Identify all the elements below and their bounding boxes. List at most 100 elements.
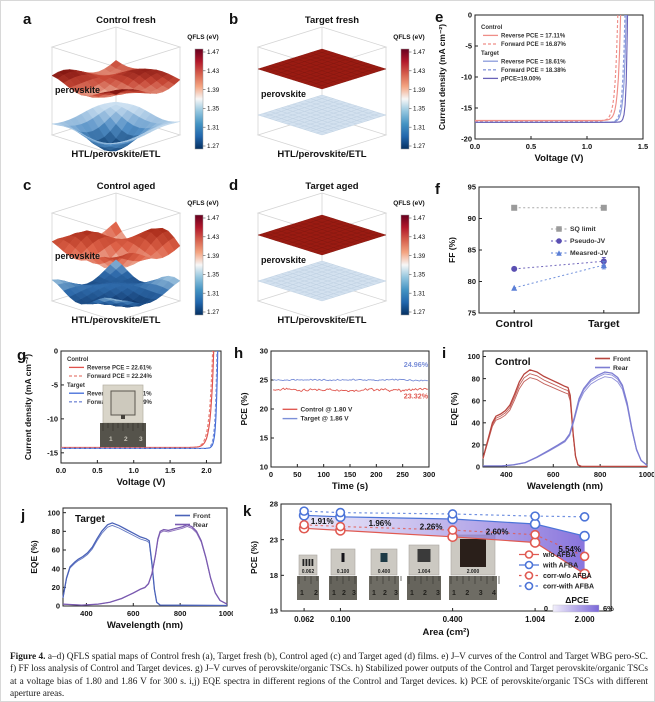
svg-text:0.5: 0.5 <box>92 466 102 475</box>
svg-text:80: 80 <box>52 527 60 536</box>
panel-h-stabilized-output: 0 50 100 150 200 250 300 10 15 20 25 30 Time (s) PCE … <box>231 345 437 503</box>
figure-caption: Figure 4. a–d) QFLS spatial maps of Cont… <box>10 651 648 700</box>
svg-text:600: 600 <box>547 470 560 479</box>
svg-text:1.91%: 1.91% <box>311 517 334 526</box>
svg-text:QFLS (eV): QFLS (eV) <box>393 200 424 207</box>
svg-text:Target: Target <box>67 383 85 389</box>
svg-text:1.31: 1.31 <box>413 290 426 297</box>
svg-text:perovskite: perovskite <box>55 85 100 95</box>
svg-text:1.31: 1.31 <box>207 124 220 131</box>
panel-letter-c: c <box>23 177 32 194</box>
svg-text:ΔPCE: ΔPCE <box>565 595 589 605</box>
svg-text:Front: Front <box>613 356 631 363</box>
panel-e-jv-curves: 0.0 0.5 1.0 1.5 0 -5 -10 -15 -20 Voltage (V) Curre… <box>431 7 653 175</box>
svg-text:20: 20 <box>472 441 480 450</box>
svg-text:1: 1 <box>300 590 304 597</box>
svg-text:1.0: 1.0 <box>129 466 139 475</box>
svg-text:0.5: 0.5 <box>526 142 536 151</box>
svg-text:0.400: 0.400 <box>378 569 391 575</box>
svg-text:0: 0 <box>54 347 58 356</box>
svg-text:13: 13 <box>270 607 278 616</box>
panel-h-chart: 0 50 100 150 200 250 300 10 15 20 25 30 Time (s) PCE … <box>239 347 435 492</box>
svg-text:0: 0 <box>56 602 60 611</box>
svg-text:0.0: 0.0 <box>470 142 480 151</box>
svg-text:corr-w/o AFBA: corr-w/o AFBA <box>543 573 592 580</box>
svg-text:0.0: 0.0 <box>56 466 66 475</box>
svg-text:-10: -10 <box>461 73 472 82</box>
svg-text:10: 10 <box>260 463 268 472</box>
svg-text:perovskite: perovskite <box>261 89 306 99</box>
panel-b-qfls-map: Target fresh perovskite HTL/perovskite/ETL… <box>225 7 430 171</box>
svg-text:1.5: 1.5 <box>638 142 648 151</box>
svg-text:1.39: 1.39 <box>207 87 220 94</box>
panel-letter-h: h <box>234 345 244 362</box>
svg-text:1.39: 1.39 <box>413 87 426 94</box>
svg-text:Target: Target <box>588 318 620 330</box>
panel-i-chart: 400 600 800 1000 0 20 40 60 80 100 Wavelength (nm)… <box>449 350 654 492</box>
svg-text:1.43: 1.43 <box>413 234 426 241</box>
svg-text:Target fresh: Target fresh <box>305 15 359 26</box>
svg-text:1.27: 1.27 <box>413 309 426 316</box>
svg-text:Target aged: Target aged <box>305 181 358 192</box>
svg-text:FF (%): FF (%) <box>447 237 457 263</box>
svg-text:HTL/perovskite/ETL: HTL/perovskite/ETL <box>71 149 160 160</box>
svg-text:2.60%: 2.60% <box>486 527 509 536</box>
svg-text:1.35: 1.35 <box>207 106 220 113</box>
svg-text:QFLS (eV): QFLS (eV) <box>187 34 218 41</box>
svg-text:Control fresh: Control fresh <box>96 15 156 26</box>
svg-text:30: 30 <box>260 347 268 356</box>
svg-text:1: 1 <box>372 590 376 597</box>
svg-text:Voltage (V): Voltage (V) <box>535 153 584 164</box>
svg-text:Forward PCE = 22.24%: Forward PCE = 22.24% <box>87 374 153 380</box>
svg-text:85: 85 <box>468 246 476 255</box>
svg-text:2: 2 <box>423 590 427 597</box>
svg-text:perovskite: perovskite <box>261 255 306 265</box>
svg-text:3: 3 <box>436 590 440 597</box>
svg-text:0.100: 0.100 <box>330 615 351 624</box>
svg-text:1.31: 1.31 <box>207 290 220 297</box>
svg-text:18: 18 <box>270 571 278 580</box>
svg-text:24.96%: 24.96% <box>404 360 429 369</box>
svg-text:Target: Target <box>75 514 105 525</box>
svg-text:40: 40 <box>52 564 60 573</box>
svg-text:800: 800 <box>594 470 607 479</box>
svg-text:1.35: 1.35 <box>413 106 426 113</box>
svg-text:Wavelength (nm): Wavelength (nm) <box>527 481 603 492</box>
panel-letter-b: b <box>229 11 239 28</box>
svg-text:1.43: 1.43 <box>207 68 220 75</box>
svg-text:23: 23 <box>270 535 278 544</box>
svg-text:QFLS (eV): QFLS (eV) <box>393 34 424 41</box>
panel-d-chart: Target aged perovskite HTL/perovskite/ETL Q… <box>256 181 426 326</box>
svg-text:2: 2 <box>342 590 346 597</box>
svg-text:28: 28 <box>270 500 278 509</box>
svg-text:23.32%: 23.32% <box>404 392 429 401</box>
svg-text:Target @ 1.86 V: Target @ 1.86 V <box>300 416 349 423</box>
panel-letter-d: d <box>229 177 239 194</box>
svg-text:Control: Control <box>67 357 89 363</box>
svg-text:75: 75 <box>468 309 476 318</box>
svg-text:200: 200 <box>370 470 383 479</box>
svg-text:Control: Control <box>495 357 531 368</box>
svg-text:50: 50 <box>293 470 301 479</box>
svg-text:-5: -5 <box>465 42 472 51</box>
panel-k-pce-area: 13 18 23 28 Area (cm²) PCE (%) 0.062 0.100 0.400… <box>237 499 649 643</box>
svg-text:w/o AFBA: w/o AFBA <box>542 552 576 559</box>
svg-text:20: 20 <box>260 405 268 414</box>
panel-a-chart: Control fresh perovskite HTL/perovskite/ET… <box>50 15 220 160</box>
svg-text:Control: Control <box>481 25 503 31</box>
svg-text:60: 60 <box>472 396 480 405</box>
svg-text:2.000: 2.000 <box>575 615 596 624</box>
svg-text:0: 0 <box>269 470 273 479</box>
svg-text:Forward PCE = 16.87%: Forward PCE = 16.87% <box>501 42 567 48</box>
svg-text:Control aged: Control aged <box>97 181 156 192</box>
svg-text:1000: 1000 <box>639 470 654 479</box>
svg-text:1000: 1000 <box>219 609 233 618</box>
svg-text:80: 80 <box>472 374 480 383</box>
svg-text:EQE (%): EQE (%) <box>29 540 39 574</box>
svg-text:1.31: 1.31 <box>413 124 426 131</box>
panel-c-qfls-map: Control aged perovskite HTL/perovskite/ETL… <box>19 173 224 337</box>
svg-text:1: 1 <box>332 590 336 597</box>
svg-text:80: 80 <box>468 277 476 286</box>
svg-text:1.43: 1.43 <box>207 234 220 241</box>
svg-text:pPCE=19.00%: pPCE=19.00% <box>500 77 542 83</box>
